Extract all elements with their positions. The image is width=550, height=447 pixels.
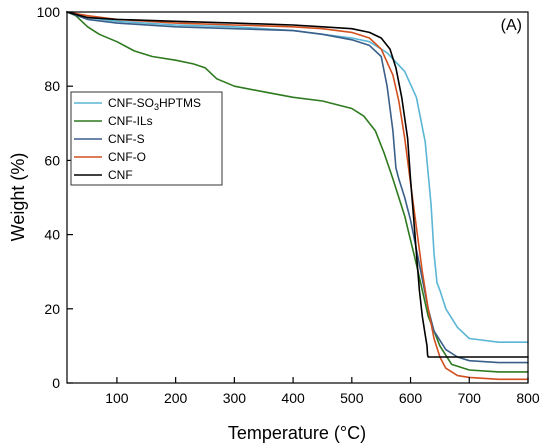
legend-label: CNF [108,168,133,182]
series-line-cnf-so3hptms [66,11,529,343]
legend-items: CNF-SO3HPTMS CNF-ILs CNF-S CNF-O CNF [74,96,201,182]
y-tick-label: 20 [44,301,60,317]
legend: CNF-SO3HPTMS CNF-ILs CNF-S CNF-O CNF [70,91,223,186]
x-tick-label: 800 [516,390,540,406]
series-line-cnf-o [66,11,529,381]
series-layer [66,11,529,381]
plot-frame [66,11,529,384]
legend-label: CNF-S [108,132,145,146]
y-tick-label: 60 [44,152,60,168]
ticks-layer: 100 200 300 400 500 600 700 800 0 20 40 60 80 100 [37,4,540,406]
series-line-cnf [66,11,529,358]
x-tick-label: 400 [281,390,305,406]
y-tick-label: 80 [44,78,60,94]
y-tick-label: 100 [37,4,61,20]
x-tick-label: 700 [458,390,482,406]
legend-label: CNF-O [108,150,146,164]
panel-label: (A) [501,17,522,34]
x-axis-title: Temperature (°C) [228,423,366,443]
y-tick-label: 40 [44,227,60,243]
x-tick-label: 100 [105,390,129,406]
series-line-cnf-s [66,11,529,364]
y-tick-label: 0 [52,375,60,391]
x-tick-label: 500 [340,390,364,406]
x-tick-label: 300 [223,390,247,406]
legend-label: CNF-SO3HPTMS [108,96,201,112]
x-tick-label: 200 [164,390,188,406]
y-axis-title: Weight (%) [8,153,28,242]
legend-label: CNF-ILs [108,114,153,128]
x-tick-label: 600 [399,390,423,406]
